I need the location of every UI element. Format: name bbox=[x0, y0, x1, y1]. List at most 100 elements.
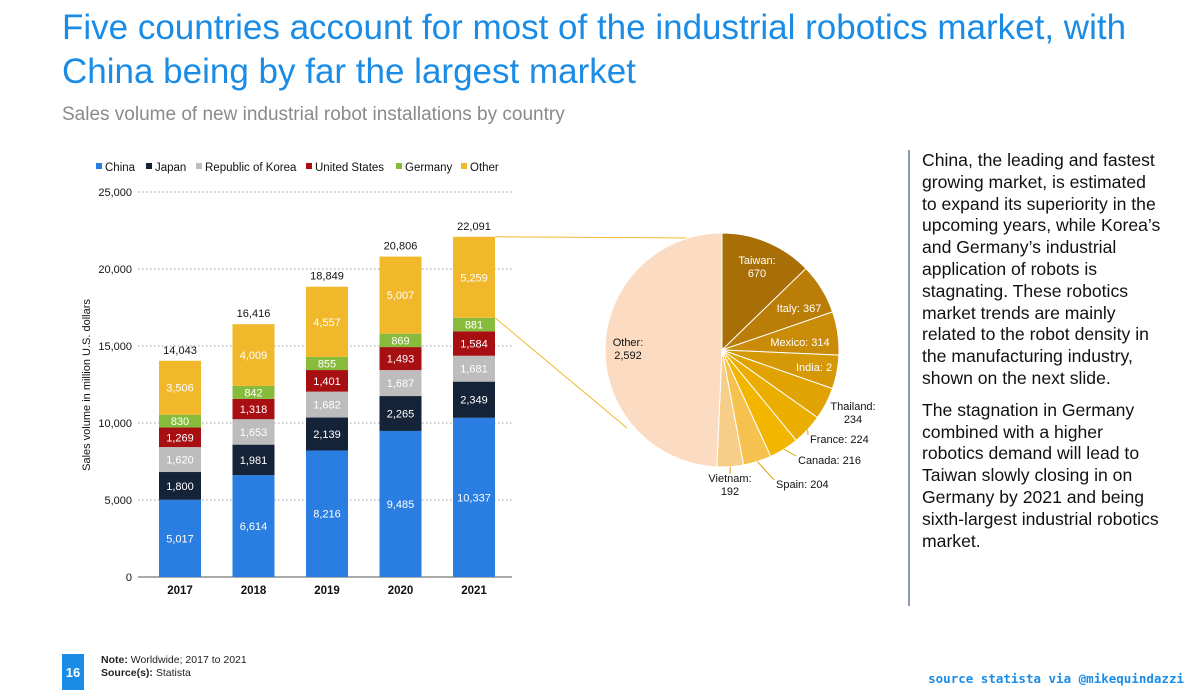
legend-label-germany: Germany bbox=[405, 162, 453, 174]
bar-segment-other-2020 bbox=[379, 256, 422, 334]
legend-label-republic-of-korea: Republic of Korea bbox=[205, 162, 297, 174]
legend-swatch-united-states bbox=[306, 163, 312, 169]
bar-segment-republic-of-korea-2019 bbox=[306, 391, 348, 418]
pie-label-other: Other: bbox=[613, 337, 644, 349]
bar-data-label: 1,681 bbox=[460, 364, 488, 376]
bar-data-label: 5,007 bbox=[387, 290, 415, 302]
bar-segment-japan-2017 bbox=[159, 472, 201, 500]
source-label: Source(s): bbox=[101, 667, 153, 679]
bar-total-label-2019: 18,849 bbox=[310, 271, 344, 283]
bar-data-label: 1,800 bbox=[166, 481, 194, 493]
description-panel: China, the leading and fastest growing m… bbox=[922, 150, 1162, 562]
bar-data-label: 1,682 bbox=[313, 400, 341, 412]
bar-data-label: 1,584 bbox=[460, 339, 488, 351]
pie-value-other: 2,592 bbox=[614, 350, 642, 362]
pie-label-vietnam: Vietnam: bbox=[708, 473, 751, 485]
bar-data-label: 1,653 bbox=[240, 427, 268, 439]
bar-segment-united-states-2018 bbox=[232, 398, 275, 420]
bar-segment-republic-of-korea-2017 bbox=[159, 447, 201, 473]
legend-swatch-other bbox=[461, 163, 467, 169]
bar-total-label-2021: 22,091 bbox=[457, 221, 491, 233]
connector-line-bottom bbox=[494, 317, 628, 429]
bar-segment-united-states-2019 bbox=[306, 370, 348, 392]
y-tick-label: 25,000 bbox=[98, 187, 132, 199]
bar-segment-china-2021 bbox=[453, 417, 495, 577]
page-number-badge: 16 bbox=[62, 654, 84, 690]
pie-label-taiwan: Taiwan: bbox=[738, 255, 775, 267]
source-credit: source statista via @mikequindazzi bbox=[928, 671, 1184, 686]
legend-label-united-states: United States bbox=[315, 162, 384, 174]
pie-label-france: France: 224 bbox=[810, 434, 869, 446]
legend-swatch-japan bbox=[146, 163, 152, 169]
bar-segment-republic-of-korea-2020 bbox=[379, 370, 422, 397]
bar-segment-other-2018 bbox=[232, 324, 275, 386]
pie-slice-taiwan bbox=[721, 232, 807, 352]
y-tick-label: 0 bbox=[126, 572, 132, 584]
description-paragraph-1: China, the leading and fastest growing m… bbox=[922, 150, 1161, 388]
source-text: Statista bbox=[152, 667, 191, 679]
pie-label-spain: Spain: 204 bbox=[776, 479, 829, 491]
pie-label-india: India: 2 bbox=[796, 362, 832, 374]
bar-data-label: 2,139 bbox=[313, 429, 341, 441]
bar-segment-republic-of-korea-2021 bbox=[453, 355, 495, 382]
bar-segment-republic-of-korea-2018 bbox=[232, 419, 275, 445]
pie-chart: Taiwan:670 Italy: 367 Mexico: 314 India: 2 T… bbox=[604, 232, 876, 498]
bar-segment-other-2017 bbox=[159, 360, 201, 415]
x-tick-label-2017: 2017 bbox=[167, 585, 193, 597]
bar-data-label: 869 bbox=[391, 335, 409, 347]
note-text: Worldwide; 2017 to 2021 bbox=[127, 654, 247, 666]
pie-label-canada: Canada: 216 bbox=[798, 455, 861, 467]
pie-leader-line bbox=[783, 448, 797, 457]
bar-series: 5,017 1,800 1,620 1,269 830 3,506 14,043 6,614 1… bbox=[159, 221, 495, 577]
pie-value-vietnam: 192 bbox=[721, 486, 739, 498]
bar-segment-japan-2018 bbox=[232, 444, 275, 476]
pie-connector-lines bbox=[494, 236, 688, 429]
pie-label-italy: Italy: 367 bbox=[777, 303, 822, 315]
bar-segment-united-states-2017 bbox=[159, 427, 201, 448]
x-tick-label-2021: 2021 bbox=[461, 585, 487, 597]
y-tick-label: 10,000 bbox=[98, 418, 132, 430]
bar-data-label: 9,485 bbox=[387, 499, 415, 511]
x-tick-label-2020: 2020 bbox=[388, 585, 414, 597]
bar-segment-united-states-2020 bbox=[379, 347, 422, 371]
pie-label-mexico: Mexico: 314 bbox=[770, 337, 829, 349]
bar-segment-germany-2017 bbox=[159, 414, 201, 428]
footnote: Note: Worldwide; 2017 to 2021 Source(s):… bbox=[101, 654, 247, 680]
bar-segment-other-2021 bbox=[453, 236, 495, 318]
pie-leader-line bbox=[756, 461, 775, 481]
bar-data-label: 1,981 bbox=[240, 455, 268, 467]
bar-data-label: 10,337 bbox=[457, 492, 491, 504]
page-title: Five countries account for most of the i… bbox=[62, 8, 1127, 91]
pie-label-thailand: Thailand: bbox=[830, 401, 875, 413]
bar-segment-germany-2019 bbox=[306, 356, 348, 371]
chart-canvas: China Japan Republic of Korea United States… bbox=[81, 162, 876, 597]
legend-swatch-republic-of-korea bbox=[196, 163, 202, 169]
bar-data-label: 8,216 bbox=[313, 509, 341, 521]
bar-segment-japan-2021 bbox=[453, 381, 495, 418]
legend-label-japan: Japan bbox=[155, 162, 186, 174]
pie-slice-other bbox=[604, 232, 723, 468]
bar-data-label: 5,017 bbox=[166, 533, 194, 545]
bar-segment-germany-2020 bbox=[379, 333, 422, 348]
bar-total-label-2017: 14,043 bbox=[163, 345, 197, 357]
chart-legend: China Japan Republic of Korea United States… bbox=[96, 162, 499, 174]
legend-swatch-germany bbox=[396, 163, 402, 169]
bar-segment-united-states-2021 bbox=[453, 331, 495, 356]
y-axis-label: Sales volume in million U.S. dollars bbox=[81, 299, 93, 471]
bar-data-label: 855 bbox=[318, 358, 336, 370]
note-label: Note: bbox=[101, 654, 128, 666]
y-tick-label: 5,000 bbox=[104, 495, 132, 507]
bar-data-label: 4,009 bbox=[240, 350, 268, 362]
bar-segment-china-2017 bbox=[159, 499, 201, 577]
y-tick-label: 20,000 bbox=[98, 264, 132, 276]
bar-total-label-2020: 20,806 bbox=[384, 241, 418, 253]
bar-data-label: 1,401 bbox=[313, 376, 341, 388]
pie-value-taiwan: 670 bbox=[748, 268, 766, 280]
bar-data-label: 5,259 bbox=[460, 272, 488, 284]
bar-segment-japan-2019 bbox=[306, 417, 348, 451]
bar-total-label-2018: 16,416 bbox=[237, 308, 271, 320]
bar-data-label: 1,493 bbox=[387, 354, 415, 366]
bar-segment-china-2020 bbox=[379, 430, 422, 577]
bar-data-label: 1,687 bbox=[387, 378, 415, 390]
legend-label-china: China bbox=[105, 162, 136, 174]
